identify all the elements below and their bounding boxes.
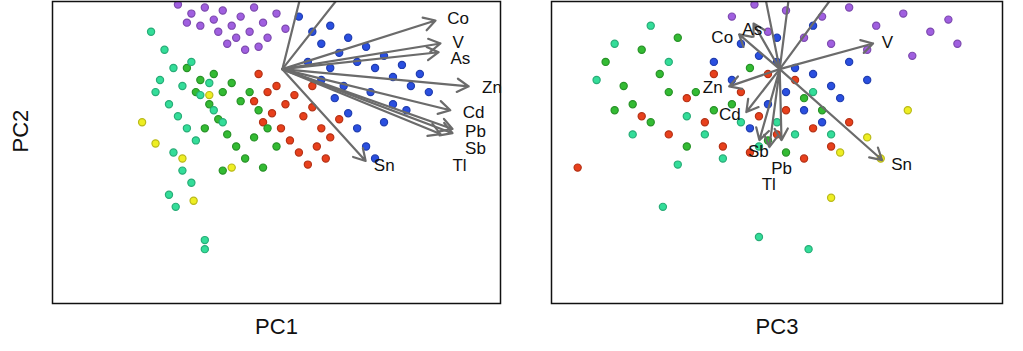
svg-text:Tl: Tl: [762, 175, 776, 194]
svg-text:Zn: Zn: [482, 78, 502, 97]
svg-text:Tl: Tl: [452, 156, 466, 175]
svg-text:Zn: Zn: [703, 78, 723, 97]
svg-text:Pb: Pb: [771, 158, 792, 178]
svg-text:Pb: Pb: [465, 122, 486, 142]
svg-text:Sn: Sn: [374, 156, 395, 175]
svg-text:V: V: [452, 32, 464, 52]
svg-text:Sb: Sb: [748, 142, 769, 161]
svg-text:Cd: Cd: [463, 103, 485, 122]
svg-text:Co: Co: [447, 9, 469, 28]
svg-text:PC2: PC2: [8, 110, 33, 153]
svg-text:PC3: PC3: [756, 314, 799, 339]
svg-text:Sn: Sn: [891, 155, 912, 174]
svg-text:Cd: Cd: [719, 105, 741, 124]
svg-text:Sb: Sb: [465, 139, 486, 158]
svg-text:V: V: [882, 33, 894, 52]
svg-text:Co: Co: [711, 28, 733, 47]
svg-text:As: As: [742, 20, 762, 39]
svg-text:PC1: PC1: [255, 314, 298, 339]
svg-text:As: As: [450, 49, 470, 68]
